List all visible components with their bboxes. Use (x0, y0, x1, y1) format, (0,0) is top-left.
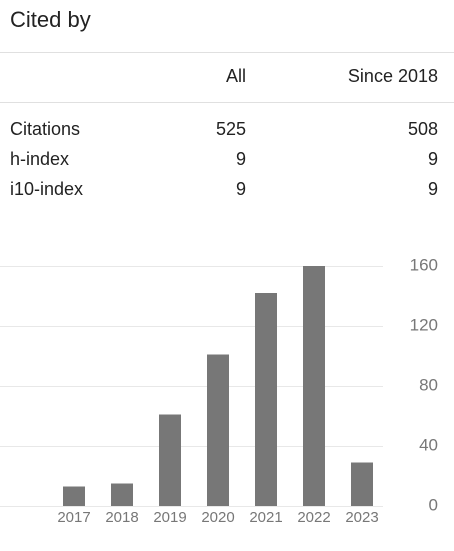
x-tick-label: 2023 (345, 509, 378, 526)
table-rows: Citations 525 508 h-index 9 9 i10-index 9 9 (10, 119, 438, 199)
cell-value: 9 (236, 179, 246, 199)
x-tick-label: 2018 (105, 509, 138, 526)
y-tick-label: 160 (410, 255, 438, 274)
bar (207, 354, 229, 506)
x-tick-label: 2019 (153, 509, 186, 526)
y-tick-label: 120 (410, 315, 438, 334)
x-tick-label: 2017 (57, 509, 90, 526)
bar (303, 266, 325, 506)
cell-value: 9 (236, 149, 246, 169)
x-tick-label: 2022 (297, 509, 330, 526)
x-tick-label: 2020 (201, 509, 234, 526)
cell-value: 525 (216, 119, 246, 139)
column-header: All (226, 66, 246, 86)
x-tick-label: 2021 (249, 509, 282, 526)
cell-value: 9 (428, 179, 438, 199)
cell-value: 9 (428, 149, 438, 169)
row-label: i10-index (10, 179, 83, 199)
y-tick-label: 80 (419, 375, 438, 394)
bar-chart: 0 40 80 120 160 2017 2018 2019 2020 2021 2022 2023 (0, 255, 438, 526)
bar (351, 462, 373, 506)
widget-title: Cited by (10, 7, 91, 32)
column-header: Since 2018 (348, 66, 438, 86)
row-label: Citations (10, 119, 80, 139)
y-tick-label: 40 (419, 435, 438, 454)
bar (159, 414, 181, 506)
row-label: h-index (10, 149, 69, 169)
bar (63, 486, 85, 506)
bar (111, 483, 133, 506)
cell-value: 508 (408, 119, 438, 139)
bar (255, 293, 277, 506)
y-tick-label: 0 (429, 495, 438, 514)
